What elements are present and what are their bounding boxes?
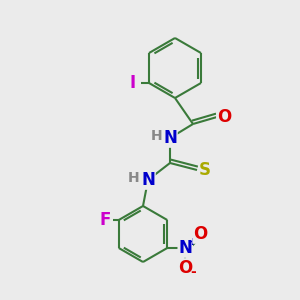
Text: S: S [199,161,211,179]
Text: F: F [99,211,110,229]
Text: -: - [190,265,196,279]
Text: N: N [178,239,192,257]
Text: N: N [163,129,177,147]
Text: O: O [217,108,231,126]
Text: H: H [128,171,140,185]
Text: O: O [178,259,192,277]
Text: N: N [141,171,155,189]
Text: O: O [193,225,207,243]
Text: H: H [151,129,163,143]
Text: +: + [188,237,197,247]
Text: I: I [130,74,136,92]
